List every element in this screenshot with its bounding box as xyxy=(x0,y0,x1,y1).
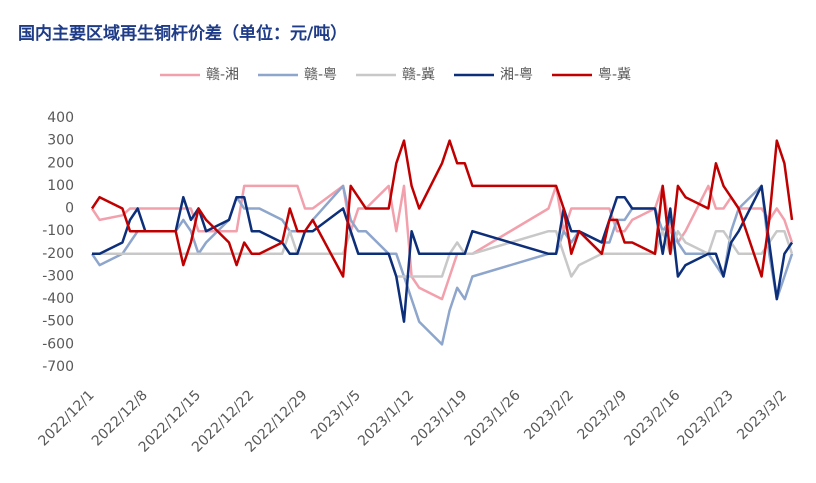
y-tick-label: -200 xyxy=(42,246,74,262)
y-tick-label: -400 xyxy=(42,291,74,307)
legend-label: 粤-冀 xyxy=(598,67,631,83)
series-line xyxy=(92,229,794,278)
legend-label: 湘-粤 xyxy=(500,67,533,83)
legend-label: 赣-冀 xyxy=(402,67,435,83)
x-tick-label: 2023/3/2 xyxy=(734,387,790,443)
x-tick-label: 2023/1/26 xyxy=(462,387,524,449)
x-tick-label: 2023/2/16 xyxy=(621,387,683,449)
y-tick-label: 200 xyxy=(47,155,74,171)
y-tick-label: 300 xyxy=(47,133,74,149)
x-tick-label: 2023/2/9 xyxy=(574,387,630,443)
y-tick-label: -600 xyxy=(42,336,74,352)
series-line xyxy=(90,184,794,301)
legend-label: 赣-粤 xyxy=(304,67,337,83)
y-tick-label: 100 xyxy=(47,178,74,194)
series-line xyxy=(90,139,794,278)
y-tick-label: -100 xyxy=(42,223,74,239)
x-tick-label: 2023/1/19 xyxy=(408,387,470,449)
y-tick-label: 0 xyxy=(65,201,74,217)
chart-title: 国内主要区域再生铜杆价差（单位：元/吨） xyxy=(18,23,347,44)
y-tick-label: -500 xyxy=(42,314,74,330)
x-tick-label: 2022/12/1 xyxy=(36,387,98,449)
y-tick-label: -300 xyxy=(42,268,74,284)
legend-label: 赣-湘 xyxy=(206,67,239,83)
x-tick-label: 2023/1/12 xyxy=(355,387,417,449)
y-tick-label: 400 xyxy=(47,110,74,126)
y-tick-label: -700 xyxy=(42,359,74,375)
x-tick-label: 2023/1/5 xyxy=(308,387,364,443)
x-tick-label: 2023/2/2 xyxy=(521,387,577,443)
x-tick-label: 2023/2/23 xyxy=(675,387,737,449)
